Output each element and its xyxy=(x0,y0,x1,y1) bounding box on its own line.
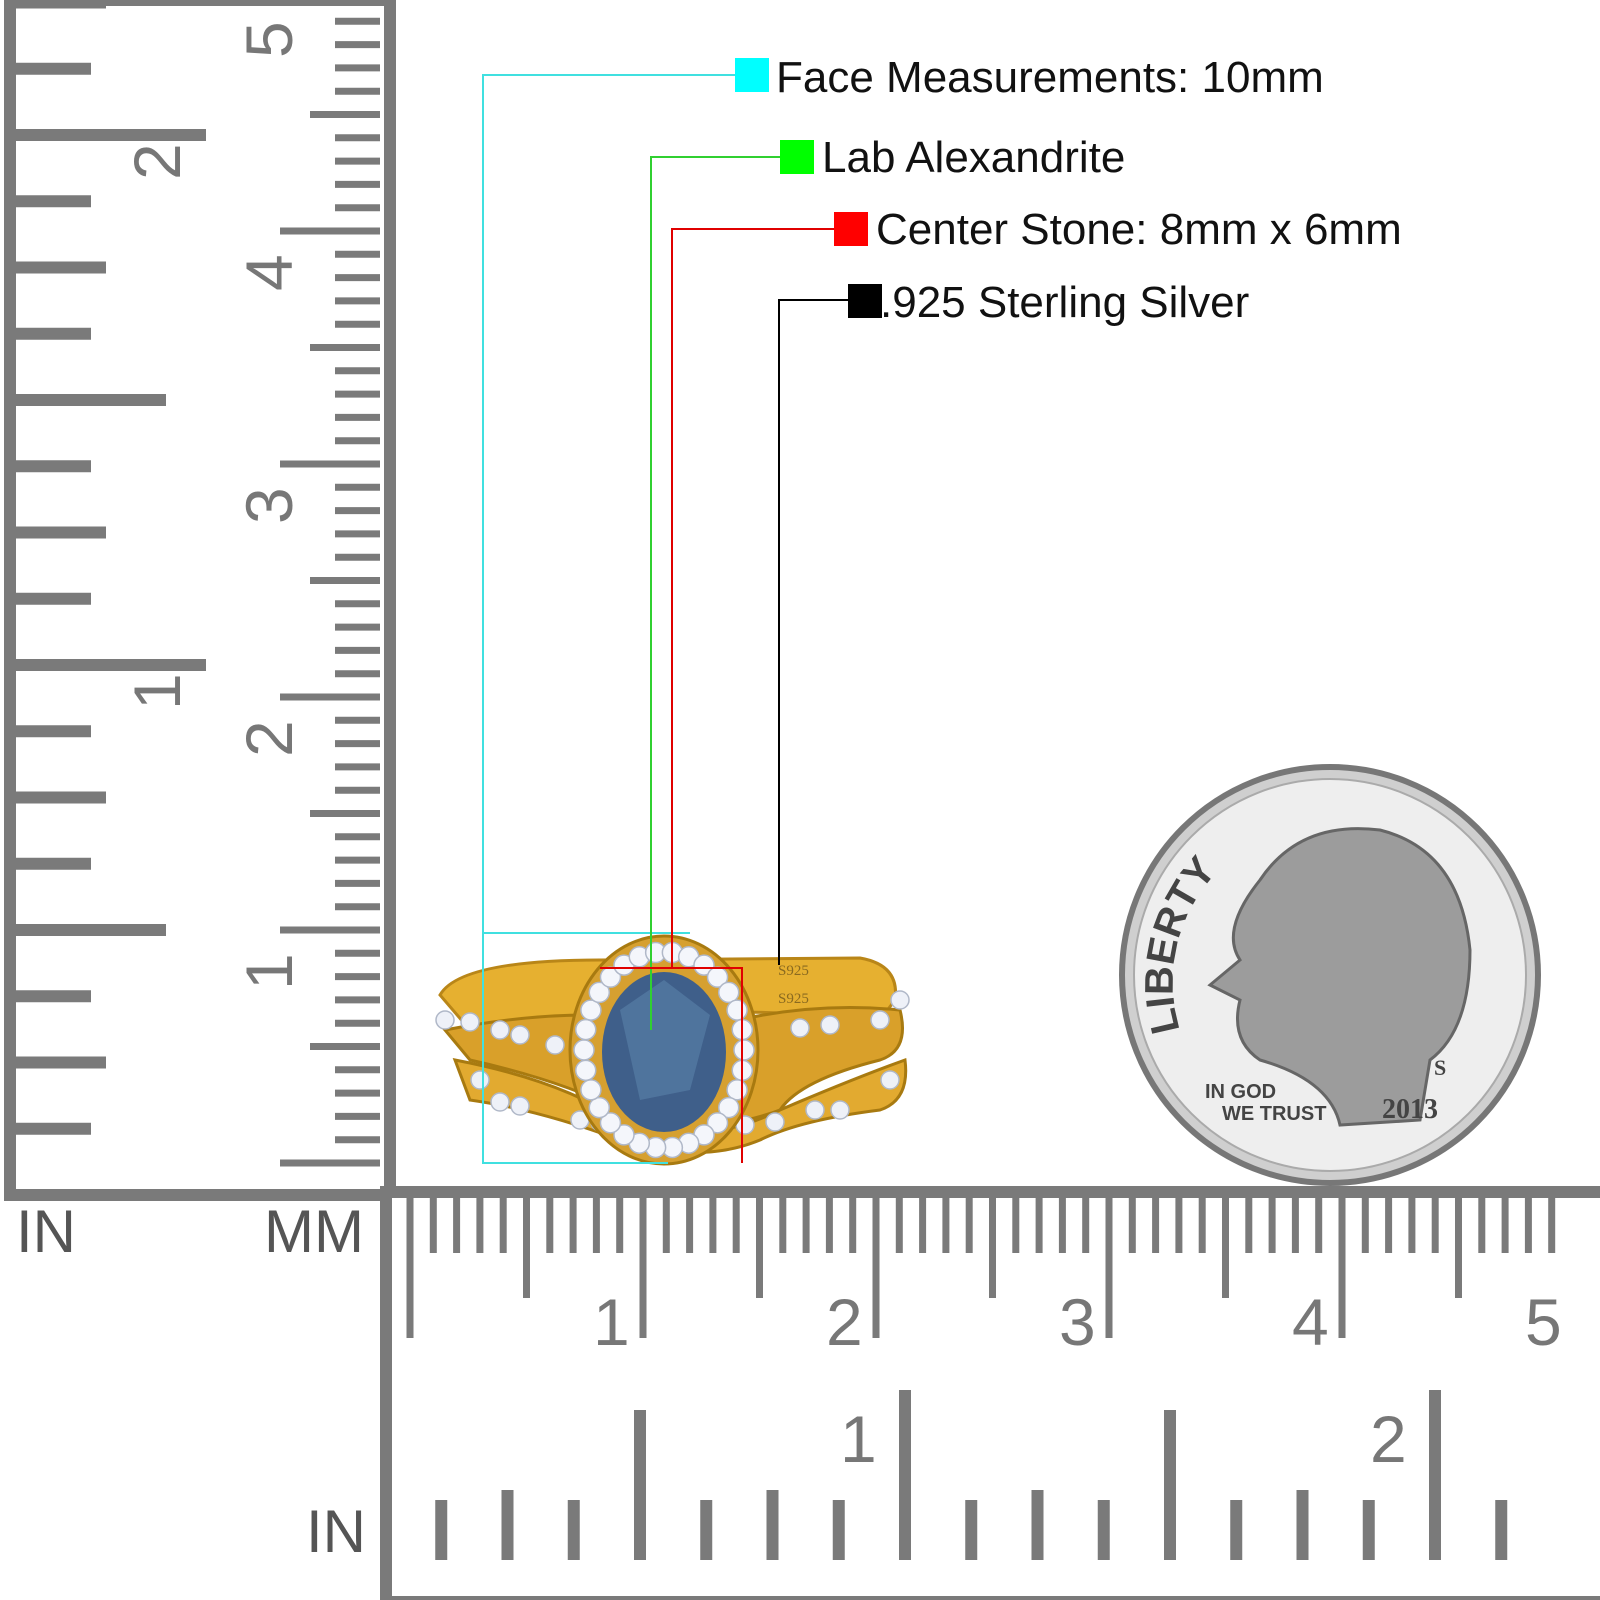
coin-motto-1: IN GOD xyxy=(1205,1081,1276,1103)
halo-diamond xyxy=(574,1059,597,1082)
accent-diamond xyxy=(890,990,910,1010)
ring-stamp: S925 xyxy=(778,963,809,979)
accent-diamond xyxy=(765,1112,785,1132)
halo-diamond xyxy=(717,981,740,1004)
vertical-cm-label: 1 xyxy=(232,953,306,990)
accent-diamond xyxy=(870,1010,890,1030)
accent-diamond xyxy=(460,1012,480,1032)
metal-swatch xyxy=(848,284,882,318)
accent-diamond xyxy=(470,1070,490,1090)
face-measurement-line xyxy=(482,74,735,1164)
halo-diamond xyxy=(574,1018,597,1041)
halo-diamond xyxy=(588,1096,611,1119)
horizontal-cm-label: 1 xyxy=(593,1285,630,1359)
vertical-cm-label: 4 xyxy=(232,254,306,291)
horizontal-cm-label: 3 xyxy=(1059,1285,1096,1359)
accent-diamond xyxy=(545,1035,565,1055)
horizontal-cm-label: 2 xyxy=(826,1285,863,1359)
horizontal-ruler: 1 2 3 4 5 1 2 xyxy=(380,1186,1600,1600)
accent-diamond xyxy=(510,1096,530,1116)
halo-diamond xyxy=(733,1039,755,1061)
center-stone-line xyxy=(671,228,836,968)
stone-label: Lab Alexandrite xyxy=(822,133,1125,182)
accent-diamond xyxy=(830,1100,850,1120)
halo-diamond xyxy=(726,999,748,1021)
stone-line xyxy=(650,156,782,1030)
horizontal-cm-label: 4 xyxy=(1292,1285,1329,1359)
vertical-ruler: 1 2 1 2 3 4 5 xyxy=(4,0,396,1201)
halo-diamond xyxy=(726,1079,748,1101)
horizontal-inch-label: 2 xyxy=(1370,1402,1407,1476)
callout-lines xyxy=(482,74,850,1164)
center-stone-swatch xyxy=(834,212,868,246)
halo-diamond xyxy=(706,1112,729,1134)
face-measurement-swatch xyxy=(735,58,769,92)
accent-diamond xyxy=(805,1100,825,1120)
ring-stamp-2: S925 xyxy=(778,991,809,1007)
accent-diamond xyxy=(490,1092,510,1112)
metal-line xyxy=(778,299,850,965)
halo-diamond xyxy=(717,1096,740,1119)
coin-mint-mark: S xyxy=(1434,1055,1446,1080)
horizontal-inch-label: 1 xyxy=(840,1402,877,1476)
corner-mm-unit-label: MM xyxy=(264,1198,364,1265)
vertical-cm-label: 2 xyxy=(232,720,306,757)
vertical-inch-label: 1 xyxy=(120,673,194,710)
accent-diamond xyxy=(510,1025,530,1045)
accent-diamond xyxy=(790,1018,810,1038)
vertical-inch-label: 2 xyxy=(120,143,194,180)
halo-diamond xyxy=(613,1124,635,1146)
accent-diamond xyxy=(880,1070,900,1090)
ring-set-image: S925 S925 xyxy=(435,934,910,1166)
halo-diamond xyxy=(573,1039,595,1061)
halo-diamond xyxy=(599,1112,622,1134)
halo-diamond xyxy=(693,954,715,976)
vertical-cm-label: 3 xyxy=(232,487,306,524)
center-stone-label: Center Stone: 8mm x 6mm xyxy=(876,205,1402,254)
accent-diamond xyxy=(490,1020,510,1040)
horizontal-cm-label: 5 xyxy=(1525,1285,1562,1359)
accent-diamond xyxy=(435,1010,455,1030)
face-measurement-label: Face Measurements: 10mm xyxy=(776,53,1324,102)
coin-year: 2013 xyxy=(1382,1094,1438,1125)
vertical-cm-label: 5 xyxy=(232,21,306,58)
left-inch-unit-label: IN xyxy=(16,1198,76,1265)
dime-coin-image: LIBERTY IN GOD WE TRUST 2013 S xyxy=(1119,764,1541,1186)
halo-diamond xyxy=(588,981,611,1004)
coin-motto-2: WE TRUST xyxy=(1222,1103,1326,1125)
halo-diamond xyxy=(580,1079,602,1101)
callout-legend: Face Measurements: 10mm Lab Alexandrite … xyxy=(735,53,1402,327)
halo-diamond xyxy=(580,999,602,1021)
metal-label: .925 Sterling Silver xyxy=(880,278,1249,327)
accent-diamond xyxy=(820,1015,840,1035)
stone-swatch xyxy=(780,140,814,174)
bottom-inch-unit-label: IN xyxy=(306,1498,366,1565)
